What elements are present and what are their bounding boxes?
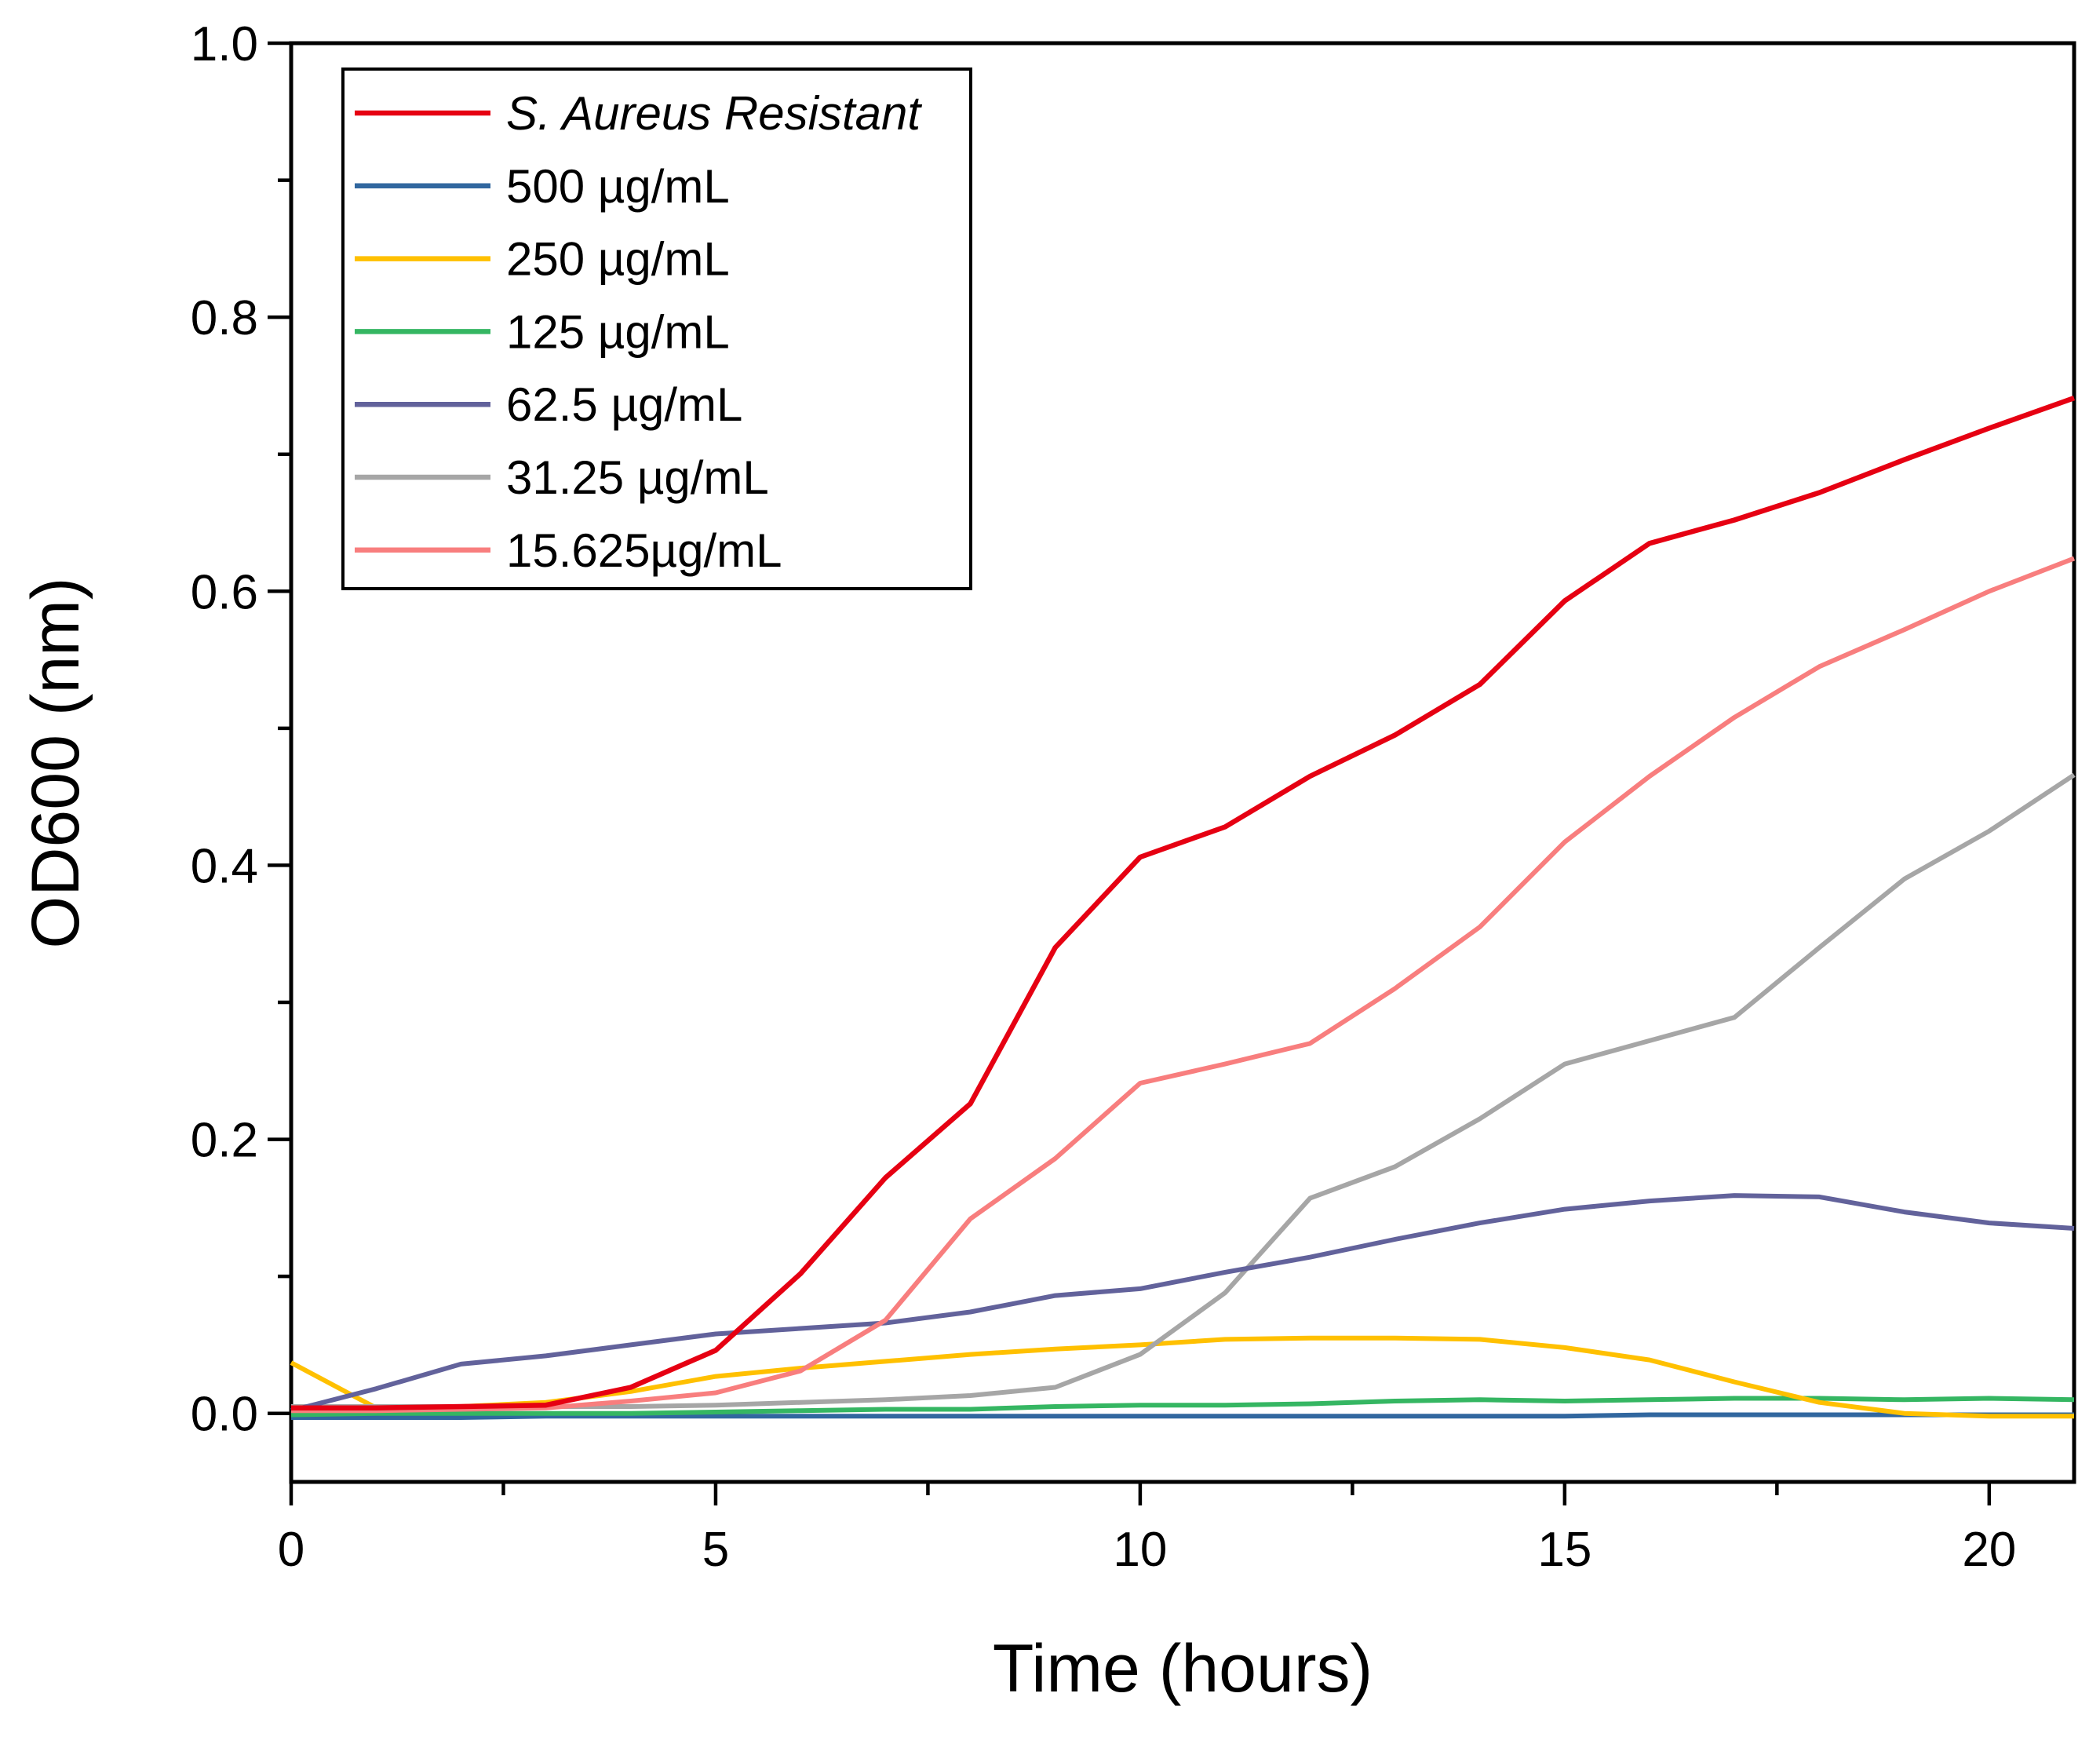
y-axis-title: OD600 (nm) [18,577,93,948]
series-line-s-aureus-resistant [291,396,2076,1410]
legend-label-s-aureus-resistant: S. Aureus Resistant [506,87,922,140]
series-line-15-625-ug-ml [291,556,2076,1414]
legend-box [341,68,972,590]
legend-label-31-25-ug-ml: 31.25 µg/mL [506,451,769,504]
legend-label-15-625-ug-ml: 15.625µg/mL [506,524,782,577]
series-line-500-ug-ml [291,1412,2074,1420]
x-tick-label: 5 [702,1523,729,1577]
series-line-62-5-ug-ml [290,1193,2075,1414]
x-axis-title: Time (hours) [993,1631,1373,1706]
legend-label-500-ug-ml: 500 µg/mL [506,160,730,213]
legend-label-125-ug-ml: 125 µg/mL [506,305,730,358]
y-tick-label: 0.0 [191,1388,258,1442]
y-tick-label: 0.2 [191,1114,258,1168]
y-tick-label: 0.8 [191,291,258,345]
legend-label-250-ug-ml: 250 µg/mL [506,233,730,286]
series-line-125-ug-ml [290,1396,2075,1418]
legend-label-62-5-ug-ml: 62.5 µg/mL [506,378,742,431]
x-tick-label: 15 [1537,1523,1591,1577]
y-tick-label: 0.4 [191,839,258,893]
x-tick-label: 0 [278,1523,304,1577]
x-tick-label: 20 [1962,1523,2016,1577]
y-tick-label: 1.0 [191,17,258,71]
y-tick-label: 0.6 [191,565,258,619]
series-line-31-25-ug-ml [291,772,2076,1409]
x-tick-label: 10 [1113,1523,1167,1577]
plot-frame [289,41,2076,1484]
